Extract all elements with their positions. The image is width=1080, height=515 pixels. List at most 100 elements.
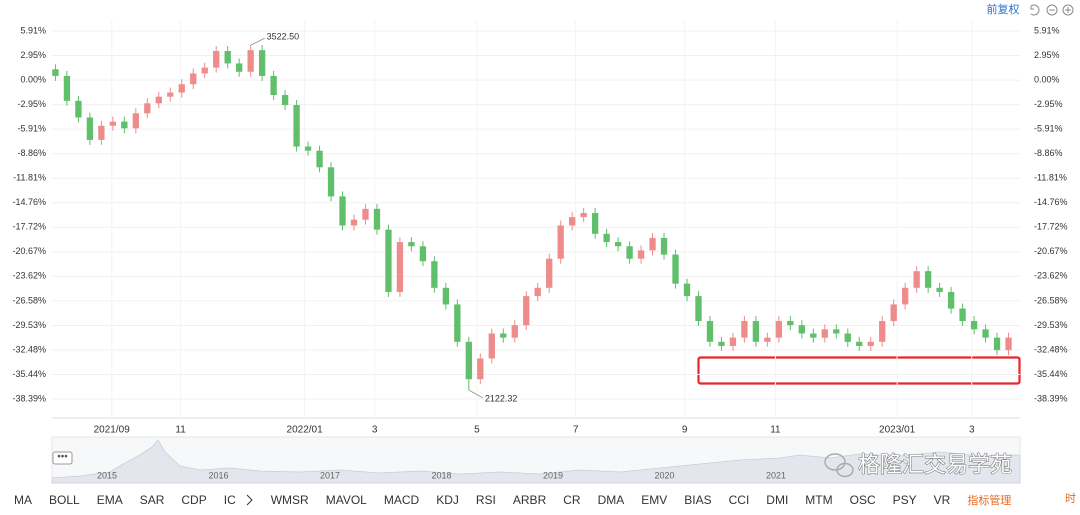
indicator-tab[interactable]: ARBR [512, 493, 547, 507]
y2-tick-label: -2.95% [1034, 99, 1063, 109]
x-tick-label: 7 [573, 425, 579, 436]
candle-body [764, 337, 771, 342]
indicator-tab[interactable]: VR [933, 493, 951, 507]
candle-body [902, 287, 909, 305]
indicator-tab[interactable]: DMA [597, 493, 625, 507]
indicator-manage[interactable]: 指标管理 [967, 495, 1012, 507]
candles [52, 45, 1012, 390]
indicator-tab[interactable]: MTM [805, 493, 833, 507]
watermark: 格隆汇交易学苑 [824, 451, 1013, 478]
candle-body [546, 258, 553, 288]
candle-body [442, 287, 450, 305]
y-tick-label: -23.62% [12, 271, 46, 281]
y-tick-label: -35.44% [12, 369, 46, 379]
candle-body [695, 296, 702, 322]
y-tick-label: 2.95% [20, 50, 46, 60]
indicator-tab[interactable]: PSY [892, 493, 917, 507]
more-arrow[interactable] [246, 494, 254, 506]
candle-body [821, 329, 828, 338]
navigator-year: 2015 [97, 470, 117, 480]
y2-tick-label: -23.62% [1034, 271, 1068, 281]
x-tick-label: 9 [682, 425, 688, 436]
indicator-tab[interactable]: RSI [475, 493, 496, 507]
wechat-icon [824, 453, 854, 478]
candle-body [339, 196, 346, 226]
y2-tick-label: 5.91% [1034, 25, 1060, 35]
chart: 前复权 ••• 2015 2016 2017 2018 2019 2020 2021 格隆汇… [12, 1, 1074, 484]
candle-body [683, 283, 691, 297]
side-tab[interactable]: 时 [1065, 493, 1076, 505]
adjust-button[interactable]: 前复权 [987, 2, 1020, 16]
x-tick-label: 11 [175, 425, 186, 436]
candle-body [798, 325, 805, 334]
y2-tick-label: -17.72% [1034, 222, 1068, 232]
candle-body [557, 225, 564, 259]
zoom-in-icon[interactable] [1062, 4, 1074, 16]
candle-body [970, 321, 978, 330]
candle-body [213, 50, 220, 68]
candle-body [270, 75, 277, 96]
x-tick-label: 2023/01 [879, 425, 916, 436]
candle-body [121, 121, 128, 129]
y2-tick-label: 2.95% [1034, 50, 1060, 60]
high-label: 3522.50 [267, 32, 300, 42]
navigator-handle[interactable] [52, 451, 73, 465]
indicator-tab[interactable]: BOLL [49, 493, 80, 507]
x-tick-label: 2021/09 [94, 425, 131, 436]
candle-body [844, 333, 851, 342]
indicator-tab[interactable]: MAVOL [325, 493, 367, 507]
y-tick-label: -8.86% [17, 148, 46, 158]
indicator-tab[interactable]: WMSR [270, 493, 309, 507]
candle-body [396, 242, 404, 292]
candle-body [477, 358, 484, 380]
undo-icon[interactable] [1030, 4, 1040, 16]
indicator-tab[interactable]: KDJ [436, 493, 459, 507]
candle-body [350, 219, 358, 226]
watermark-text: 格隆汇交易学苑 [858, 452, 1012, 477]
candle-body [362, 208, 369, 220]
y-tick-label: -29.53% [12, 320, 46, 330]
candle-body [511, 325, 518, 338]
candle-body [660, 237, 668, 255]
indicator-tab[interactable]: OSC [849, 493, 876, 507]
candle-body [947, 291, 955, 309]
candle-body [959, 308, 966, 322]
indicator-tab[interactable]: MACD [383, 493, 420, 507]
navigator-year: 2019 [543, 470, 563, 480]
candle-body [810, 333, 817, 338]
indicator-tab[interactable]: CDP [181, 493, 207, 507]
candle-body [993, 337, 1001, 351]
x-tick-label: 3 [969, 425, 975, 436]
candle-body [167, 92, 174, 97]
navigator-year: 2017 [320, 470, 340, 480]
x-tick-label: 3 [372, 425, 378, 436]
indicator-tab[interactable]: EMV [641, 493, 668, 507]
indicator-tab[interactable]: CCI [728, 493, 750, 507]
x-tick-label: 5 [474, 425, 480, 436]
toolbar-icons[interactable] [1030, 4, 1074, 16]
y-tick-label: -26.58% [12, 295, 46, 305]
candle-body [109, 121, 117, 126]
navigator[interactable]: ••• 2015 2016 2017 2018 2019 2020 2021 [51, 436, 1021, 484]
indicator-bar: MA BOLL EMA SAR CDP IC WMSR MAVOL MACD KDJ RSI ARBR… [0, 490, 1080, 510]
navigator-area [51, 439, 1021, 484]
indicator-tab[interactable]: CR [563, 493, 581, 507]
indicator-tab[interactable]: BIAS [684, 493, 712, 507]
indicator-tab[interactable]: SAR [139, 493, 165, 507]
y-tick-label: 0.00% [20, 74, 46, 84]
indicator-tab[interactable]: MA [14, 493, 32, 507]
navigator-year: 2018 [431, 470, 451, 480]
indicator-tab[interactable]: DMI [766, 493, 789, 507]
y-tick-label: 5.91% [20, 25, 46, 35]
candle-body [856, 341, 863, 346]
candle-body [63, 75, 71, 101]
candle-body [523, 296, 530, 326]
y-tick-label: -11.81% [13, 173, 46, 183]
indicator-tab[interactable]: EMA [96, 493, 123, 507]
indicator-tab[interactable]: IC [223, 493, 236, 507]
zoom-out-icon[interactable] [1046, 4, 1058, 16]
candle-body [316, 150, 323, 168]
